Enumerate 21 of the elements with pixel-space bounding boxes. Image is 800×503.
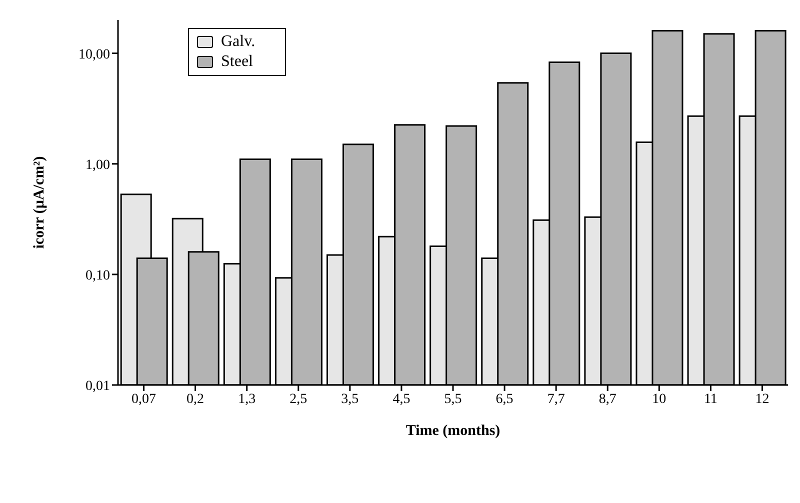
- x-tick-label: 4,5: [392, 392, 410, 407]
- y-tick-label: 0,01: [86, 378, 110, 394]
- y-tick-label: 0,10: [86, 268, 110, 284]
- x-tick-label: 2,5: [290, 392, 308, 407]
- legend-label: Galv.: [221, 33, 256, 51]
- x-tick-label: 3,5: [341, 392, 359, 407]
- x-tick-label: 12: [755, 392, 770, 407]
- y-tick-label: 1,00: [86, 158, 110, 173]
- x-tick-label: 0,2: [186, 392, 204, 407]
- x-tick-label: 6,5: [496, 392, 514, 407]
- x-tick-label: 11: [704, 392, 718, 407]
- x-tick-label: 1,3: [238, 392, 256, 407]
- y-tick-label: 10,00: [78, 47, 110, 62]
- x-tick-label: 8,7: [598, 392, 616, 407]
- x-tick-label: 5,5: [444, 392, 462, 407]
- legend-label: Steel: [221, 53, 253, 71]
- y-axis-title: icorr (µA/cm²): [31, 156, 48, 249]
- x-tick-label: 10: [652, 392, 666, 407]
- x-tick-label: 0,07: [132, 392, 156, 407]
- x-axis-title: Time (months): [406, 423, 500, 439]
- x-tick-label: 7,7: [547, 392, 565, 407]
